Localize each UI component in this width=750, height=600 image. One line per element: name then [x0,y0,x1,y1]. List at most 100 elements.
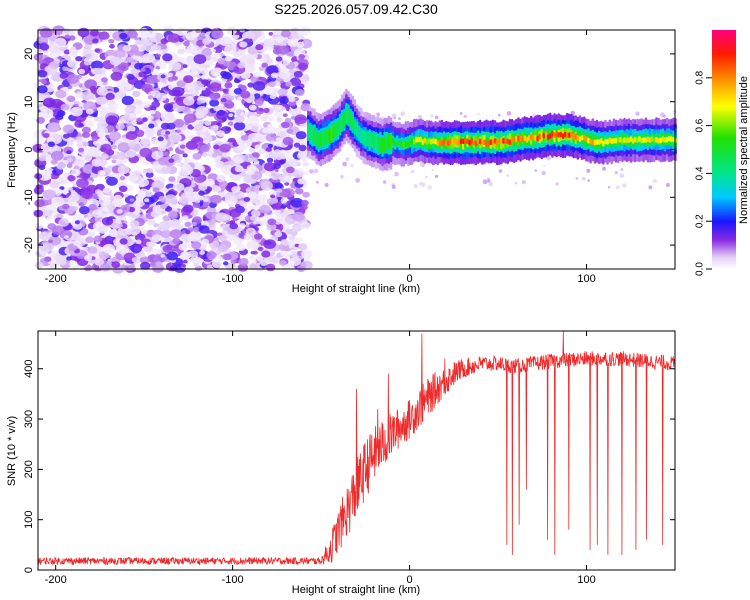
noise-blob [270,194,276,199]
noise-blob [296,41,305,48]
noise-blob [288,159,299,167]
noise-blob [161,166,172,175]
noise-blob [225,99,232,105]
noise-blob [231,186,241,193]
noise-blob [126,30,138,39]
noise-blob [74,220,80,225]
noise-blob [109,131,121,141]
noise-blob [151,100,161,108]
noise-blob [243,197,250,202]
noise-blob [251,209,261,218]
noise-blob [72,222,83,230]
noise-blob [38,155,47,162]
noise-blob [203,197,209,202]
noise-blob [238,257,249,266]
noise-blob [92,38,99,44]
noise-blob [68,261,75,267]
noise-blob [247,169,255,176]
noise-blob [119,118,127,124]
noise-blob [152,176,159,182]
snr-y-tick-label: 100 [23,511,35,529]
noise-blob [157,145,167,152]
track-cell [529,134,533,140]
noise-blob [82,141,89,147]
noise-blob [94,48,101,53]
track-cell [406,141,410,147]
noise-blob [64,235,69,239]
noise-blob [211,153,218,158]
noise-blob [126,56,135,63]
track-cell [527,135,531,141]
noise-blob [179,144,186,149]
noise-blob [146,168,153,174]
track-cell [436,140,439,147]
track-cell [663,137,667,143]
colorbar-tick-label: 0.4 [695,166,706,180]
noise-blob [224,193,232,200]
snr-panel: -200 -100 0 100 0 100 200 300 400 Height of str… [6,330,676,596]
noise-blob [292,177,298,182]
track-cell [374,134,378,150]
noise-blob [140,201,145,206]
track-cell [633,136,637,143]
noise-blob [279,96,289,104]
noise-speckle [434,115,439,120]
track-cell [553,132,556,138]
noise-blob [64,34,71,39]
noise-blob [224,44,237,55]
noise-speckle [376,112,380,117]
noise-blob [279,260,287,266]
noise-blob [116,151,128,161]
noise-blob [240,90,251,99]
noise-blob [206,136,212,141]
noise-blob [168,61,182,72]
noise-blob [34,223,43,230]
noise-blob [193,54,207,65]
noise-blob [259,219,269,227]
noise-blob [294,88,305,97]
noise-blob [164,194,177,204]
noise-blob [182,96,195,106]
noise-blob [200,68,209,75]
noise-blob [50,159,58,165]
noise-blob [185,230,191,235]
noise-blob [246,98,253,104]
track-cell [619,136,622,143]
spectrogram-y-tick: -20 [23,237,675,253]
noise-blob [84,254,93,262]
noise-blob [68,187,73,191]
noise-blob [259,204,271,214]
track-cell [642,137,645,143]
noise-blob [80,86,87,91]
noise-blob [128,113,136,119]
noise-blob [288,106,302,116]
noise-blob [62,160,69,165]
noise-blob [265,58,273,64]
noise-speckle [324,182,329,188]
snr-y-tick: 100 [23,511,675,529]
noise-blob [183,113,197,123]
noise-blob [273,201,284,210]
track-cell [629,136,633,142]
noise-speckle [615,185,620,190]
track-cell [621,138,624,144]
noise-blob [167,76,175,82]
track-cell [434,138,437,145]
track-cell [398,139,401,146]
track-cell [587,137,590,144]
snr-y-tick: 400 [23,360,675,378]
noise-speckle [497,113,501,117]
noise-blob [109,56,122,66]
noise-blob [196,100,202,105]
noise-blob [54,37,67,48]
noise-blob [178,244,187,251]
noise-blob [167,211,178,220]
noise-blob [247,58,256,65]
noise-blob [158,195,166,202]
track-cell [570,131,573,138]
noise-blob [191,221,198,227]
noise-blob [188,250,198,258]
noise-blob [105,134,110,139]
noise-blob [83,60,91,66]
noise-blob [240,134,249,141]
